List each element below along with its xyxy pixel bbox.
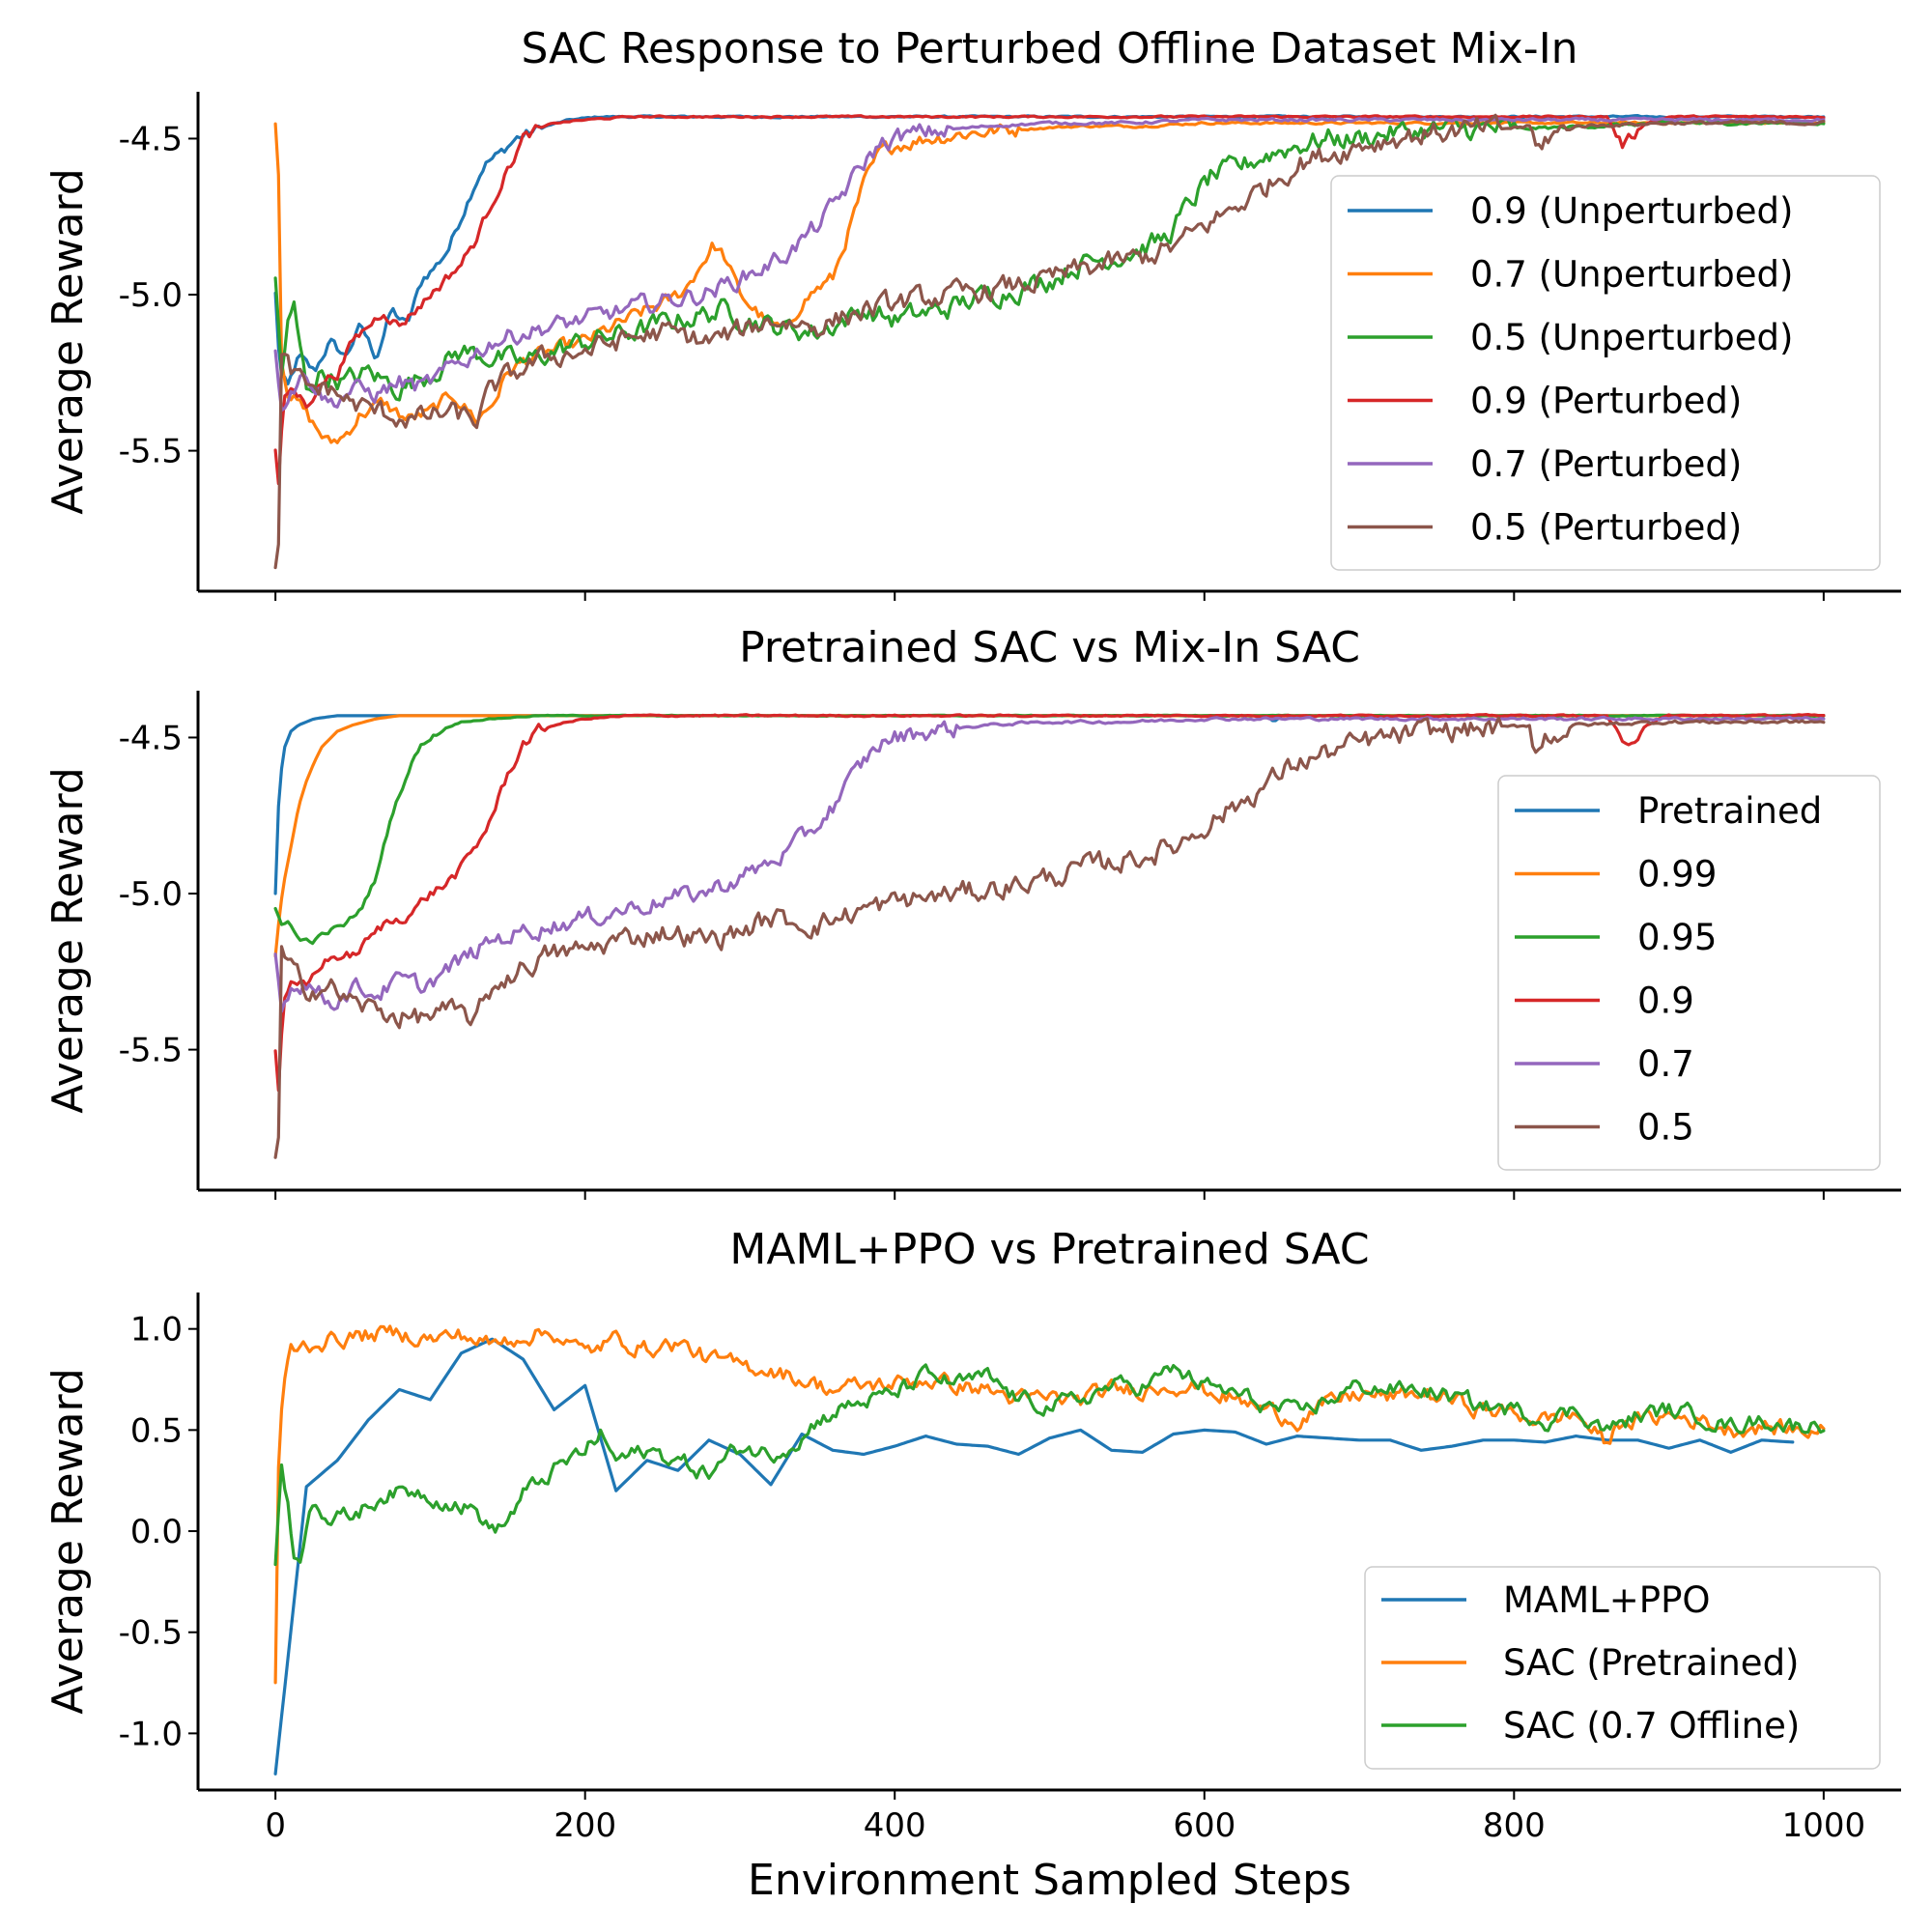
y-tick-label: -4.5 — [119, 719, 183, 757]
y-tick-label: -0.5 — [119, 1614, 183, 1653]
chart-panel-3: MAML+PPO vs Pretrained SAC Average Reward… — [43, 1225, 1901, 1905]
x-tick-label: 200 — [554, 1806, 616, 1845]
y-tick-label: -1.0 — [119, 1715, 183, 1753]
y-tick-label: 1.0 — [130, 1311, 183, 1350]
legend-entry: Pretrained — [1637, 790, 1822, 832]
y-axis-label: Average Reward — [43, 767, 93, 1114]
legend-entry: 0.9 (Perturbed) — [1470, 381, 1742, 422]
legend-box — [1330, 175, 1881, 571]
legend: 0.9 (Unperturbed) 0.7 (Unperturbed) 0.5 (U… — [1330, 175, 1881, 571]
x-tick-label: 400 — [864, 1806, 926, 1845]
series-line-3 — [273, 1363, 1826, 1567]
legend: MAML+PPO SAC (Pretrained) SAC (0.7 Offline… — [1364, 1566, 1881, 1770]
legend-entry: 0.7 (Unperturbed) — [1470, 254, 1793, 296]
x-tick-label: 1000 — [1782, 1806, 1866, 1845]
series-line-2 — [273, 120, 1826, 444]
x-tick-label: 800 — [1483, 1806, 1546, 1845]
legend-entry: 0.9 (Unperturbed) — [1470, 190, 1793, 232]
y-tick-label: -5.5 — [119, 433, 183, 471]
legend-entry: 0.5 — [1637, 1107, 1694, 1149]
y-tick-label: -5.0 — [119, 276, 183, 315]
legend-entry: 0.5 (Unperturbed) — [1470, 317, 1793, 358]
series-line-6 — [273, 113, 1826, 570]
legend-entry: 0.5 (Perturbed) — [1470, 507, 1742, 549]
chart-title: Pretrained SAC vs Mix-In SAC — [739, 623, 1360, 672]
x-tick-label: 600 — [1173, 1806, 1236, 1845]
chart-title: SAC Response to Perturbed Offline Datase… — [521, 24, 1577, 73]
y-tick-label: 0.5 — [130, 1411, 183, 1450]
y-tick-label: 0.0 — [130, 1513, 183, 1551]
legend-entry: SAC (0.7 Offline) — [1503, 1705, 1800, 1747]
legend-entry: SAC (Pretrained) — [1503, 1642, 1800, 1684]
chart-title: MAML+PPO vs Pretrained SAC — [729, 1225, 1369, 1274]
series-line-4 — [273, 114, 1826, 486]
series-line-5 — [273, 715, 1826, 1013]
y-axis-label: Average Reward — [43, 168, 93, 515]
legend: Pretrained 0.99 0.95 0.9 0.7 0.5 — [1497, 775, 1881, 1171]
legend-box — [1364, 1566, 1881, 1770]
series-line-1 — [273, 1337, 1795, 1776]
series-line-4 — [273, 713, 1826, 1093]
y-tick-label: -5.0 — [119, 875, 183, 914]
x-tick-label: 0 — [265, 1806, 286, 1845]
y-tick-label: -5.5 — [119, 1032, 183, 1070]
legend-entry: 0.7 (Perturbed) — [1470, 443, 1742, 485]
chart-panel-2: Pretrained SAC vs Mix-In SAC Average Rewa… — [43, 623, 1901, 1200]
y-axis-label: Average Reward — [43, 1368, 93, 1715]
series-line-6 — [273, 716, 1826, 1159]
legend-entry: MAML+PPO — [1503, 1579, 1711, 1621]
legend-entry: 0.7 — [1637, 1043, 1694, 1085]
x-axis-label: Environment Sampled Steps — [748, 1856, 1351, 1905]
series-line-5 — [273, 116, 1826, 412]
legend-entry: 0.99 — [1637, 854, 1717, 895]
chart-panel-1: SAC Response to Perturbed Offline Datase… — [43, 24, 1901, 601]
y-tick-label: -4.5 — [119, 120, 183, 158]
legend-entry: 0.9 — [1637, 980, 1694, 1022]
legend-entry: 0.95 — [1637, 917, 1717, 958]
